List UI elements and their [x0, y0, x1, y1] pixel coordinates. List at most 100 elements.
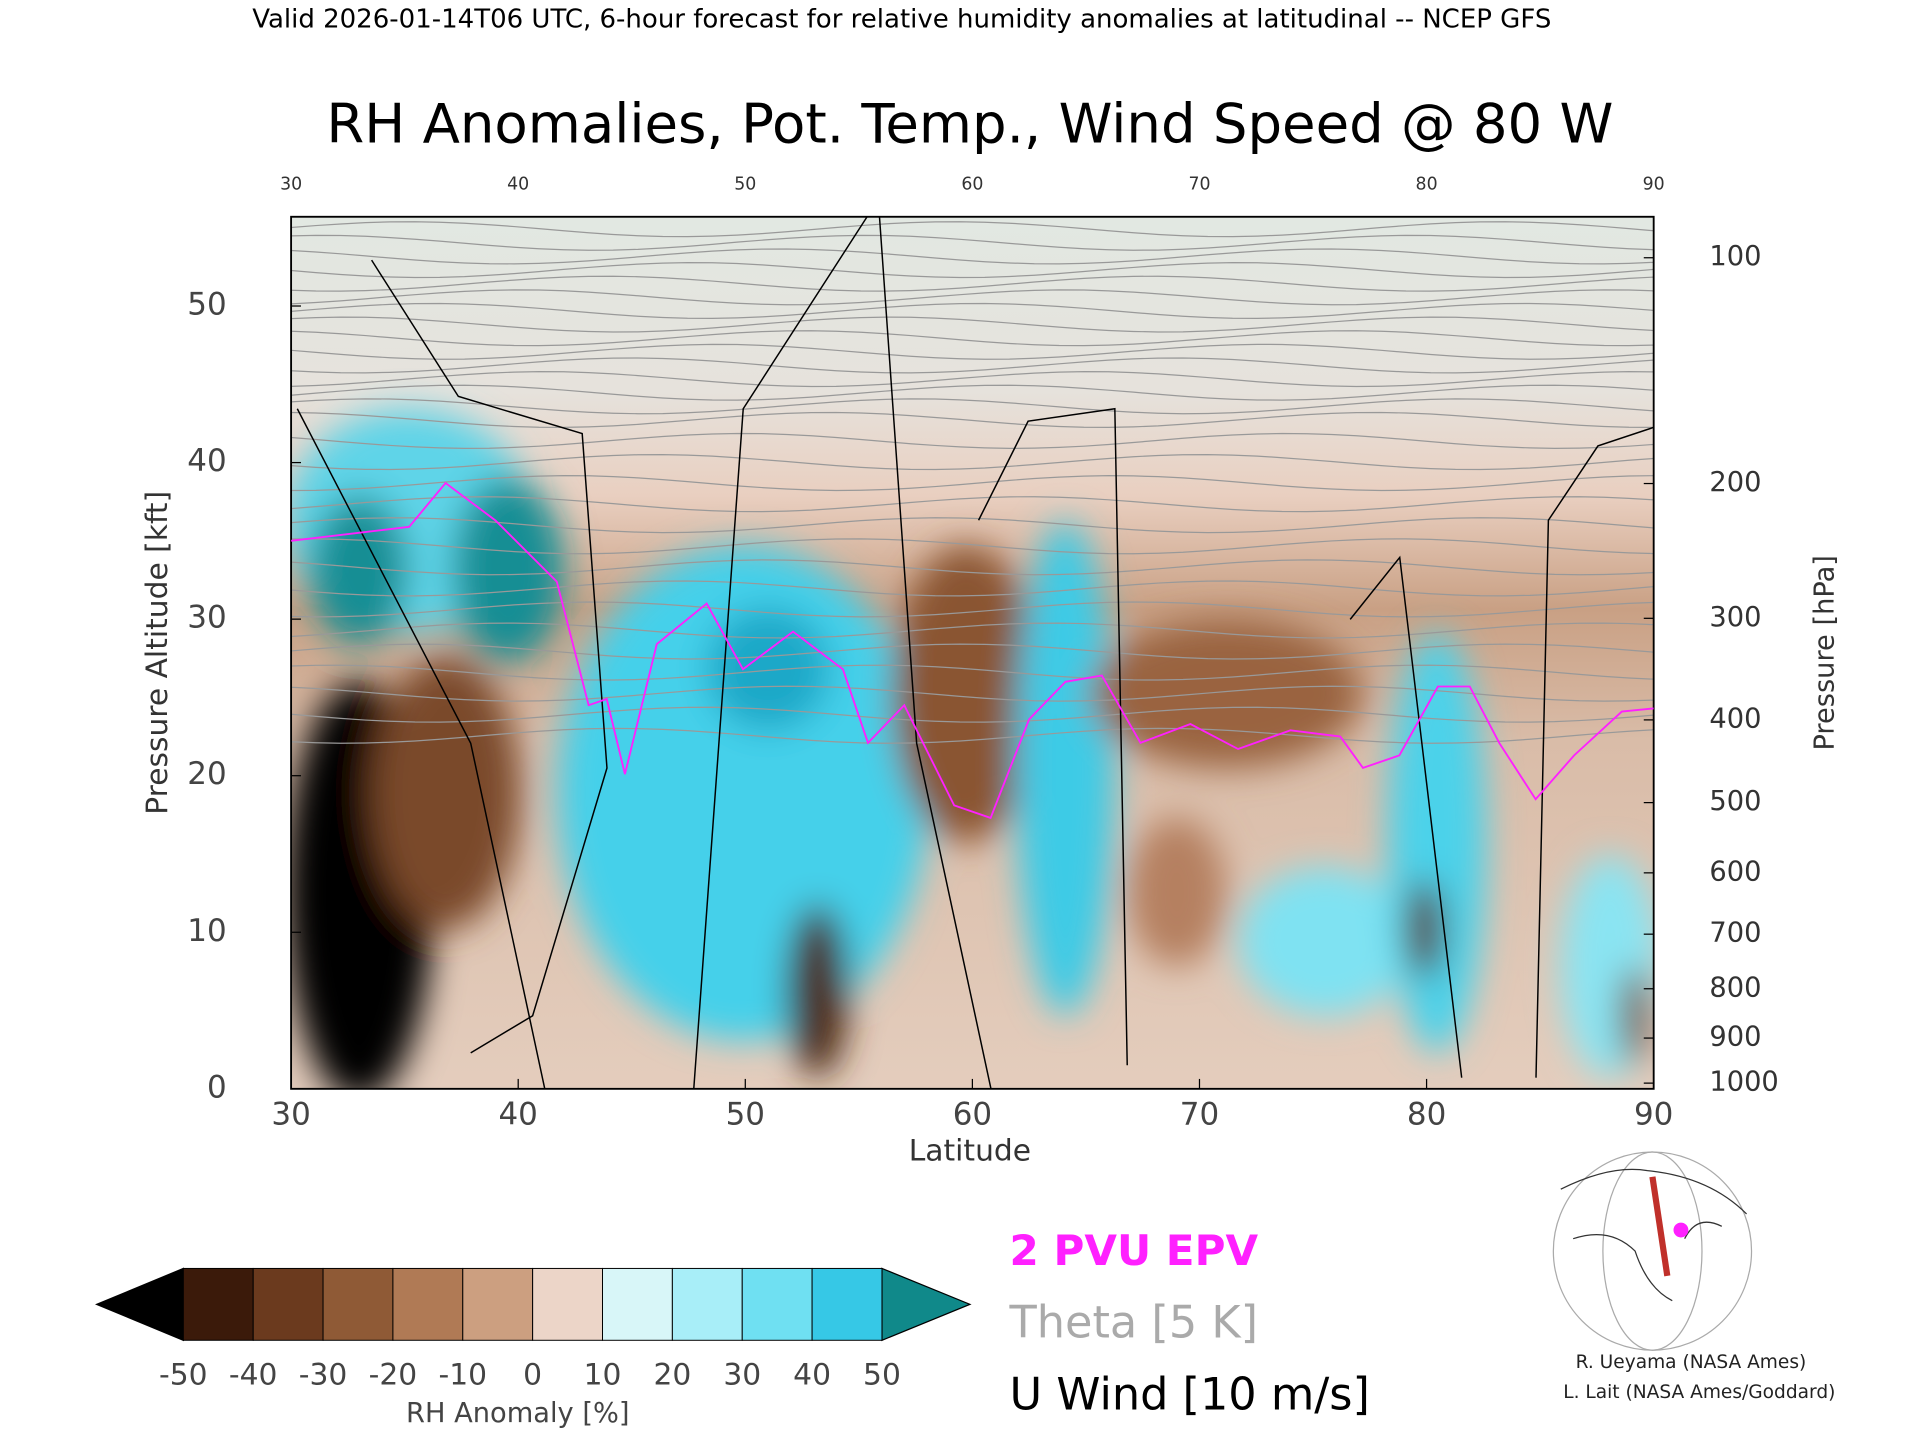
y2-tick-label: 500	[1709, 786, 1761, 817]
theta-contour	[291, 496, 1654, 513]
y2-tick-label: 600	[1709, 856, 1761, 887]
x-top-tick-label: 60	[961, 175, 983, 195]
x-top-tick-label: 80	[1416, 175, 1438, 195]
map-inset	[1552, 1151, 1753, 1351]
header: Valid 2026-01-14T06 UTC, 6-hour forecast…	[252, 4, 1551, 34]
map-meridian	[1602, 1151, 1703, 1351]
theta-contour	[291, 685, 1654, 702]
wind-contour	[878, 216, 992, 1089]
credit: R. Ueyama (NASA Ames)	[1576, 1352, 1807, 1373]
theta-contour	[291, 643, 1654, 660]
y2-tick-label: 700	[1709, 918, 1761, 949]
theta-contour	[291, 234, 1654, 251]
wind-contour	[1535, 426, 1654, 1078]
chart-title: RH Anomalies, Pot. Temp., Wind Speed @ 8…	[326, 92, 1613, 156]
colorbar-tick-label: -30	[299, 1358, 348, 1393]
y-tick-label: 0	[207, 1069, 227, 1105]
y-tick-label: 50	[187, 287, 226, 323]
colorbar-tick-label: 10	[584, 1358, 622, 1393]
colorbar-tick-label: 0	[523, 1358, 542, 1393]
colorbar-swatch	[741, 1267, 813, 1341]
colorbar-tick-label: -20	[369, 1358, 418, 1393]
colorbar-tick-label: -40	[229, 1358, 278, 1393]
colorbar-swatch	[671, 1267, 743, 1341]
contours	[291, 216, 1654, 1089]
theta-contour	[291, 330, 1654, 347]
theta-contour	[291, 411, 1654, 428]
field	[291, 216, 1654, 1089]
theta-contour	[291, 706, 1654, 723]
theta-contour	[291, 580, 1654, 597]
epv-line	[291, 481, 1654, 820]
colorbar-swatch	[602, 1267, 673, 1341]
colorbar-swatch	[252, 1267, 324, 1341]
wind-contour	[977, 407, 1128, 1066]
colorbar-tick-label: 50	[863, 1358, 901, 1393]
colorbar-tick-label: 40	[793, 1358, 831, 1393]
theta-contour	[291, 343, 1654, 360]
theta-contour	[291, 538, 1654, 555]
colorbar-tick-label: -10	[439, 1358, 488, 1393]
x-top-tick-label: 30	[280, 175, 302, 195]
colorbar-swatch	[532, 1267, 604, 1341]
x-tick-label: 60	[953, 1097, 992, 1133]
x-tick-label: 80	[1407, 1097, 1446, 1133]
y2-tick-label: 900	[1709, 1022, 1761, 1053]
theta-contour	[291, 559, 1654, 576]
theta-contour	[291, 432, 1654, 450]
legend-entry: 2 PVU EPV	[1010, 1226, 1259, 1275]
y2-axis-label: Pressure [hPa]	[1809, 555, 1840, 750]
theta-contour	[291, 316, 1654, 333]
colorbar-tick-label: -50	[159, 1358, 208, 1393]
theta-contour	[291, 517, 1654, 534]
colorbar-tick-label: 30	[723, 1358, 761, 1393]
theta-contour	[291, 289, 1654, 306]
colorbar-swatch	[462, 1267, 534, 1341]
colorbar-label: RH Anomaly [%]	[406, 1398, 629, 1429]
theta-contour	[291, 302, 1654, 319]
y-tick-label: 30	[187, 600, 226, 636]
x-top-tick-label: 50	[734, 175, 756, 195]
theta-contour	[291, 727, 1654, 744]
y-tick-label: 10	[187, 913, 226, 949]
theta-contour	[291, 357, 1654, 374]
legend-entry: Theta [5 K]	[1009, 1296, 1258, 1348]
x-top-tick-label: 90	[1643, 175, 1665, 195]
x-axis-label: Latitude	[909, 1134, 1031, 1169]
y2-tick-label: 400	[1709, 703, 1761, 734]
theta-contour	[291, 398, 1654, 415]
wind-contour	[1349, 555, 1463, 1078]
theta-contour	[291, 453, 1654, 471]
y2-tick-label: 300	[1709, 602, 1761, 633]
theta-contour	[291, 384, 1654, 401]
wind-contour	[693, 216, 868, 1089]
y2-tick-label: 100	[1709, 241, 1761, 272]
colorbar-tick-label: 20	[653, 1358, 691, 1393]
wind-contour	[296, 408, 546, 1089]
x-tick-label: 40	[498, 1097, 537, 1133]
map-coast	[1560, 1168, 1748, 1302]
y-axis-label: Pressure Altitude [kft]	[140, 491, 175, 815]
y-tick-label: 40	[187, 443, 226, 479]
theta-contour	[291, 622, 1654, 639]
y2-tick-label: 1000	[1709, 1067, 1778, 1098]
x-top-tick-label: 40	[507, 175, 529, 195]
theta-contour	[291, 370, 1654, 388]
theta-contour	[291, 261, 1654, 279]
legend-entry: U Wind [10 m/s]	[1010, 1368, 1370, 1420]
map-section	[1649, 1176, 1671, 1277]
theta-contour	[291, 475, 1654, 492]
x-tick-label: 70	[1180, 1097, 1219, 1133]
theta-contour	[291, 248, 1654, 265]
theta-contour	[291, 221, 1654, 238]
colorbar-swatch	[322, 1267, 394, 1341]
colorbar-swatch	[392, 1267, 464, 1341]
x-tick-label: 50	[726, 1097, 765, 1133]
y-tick-label: 20	[187, 756, 226, 792]
y2-tick-label: 800	[1709, 972, 1761, 1003]
credit: L. Lait (NASA Ames/Goddard)	[1563, 1382, 1835, 1403]
colorbar-under	[95, 1267, 184, 1342]
x-tick-label: 90	[1634, 1097, 1673, 1133]
theta-contour	[291, 275, 1654, 292]
